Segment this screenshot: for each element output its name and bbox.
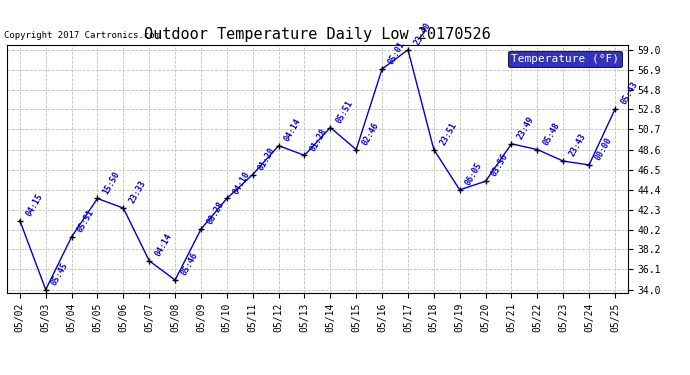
Text: 05:48: 05:48 (542, 121, 562, 147)
Text: 15:50: 15:50 (101, 170, 122, 196)
Text: 05:45: 05:45 (50, 261, 70, 287)
Text: 02:46: 02:46 (360, 121, 381, 147)
Text: 04:10: 04:10 (231, 170, 251, 196)
Text: 05:43: 05:43 (619, 80, 640, 106)
Text: Copyright 2017 Cartronics.com: Copyright 2017 Cartronics.com (4, 32, 159, 40)
Text: 04:14: 04:14 (283, 117, 303, 143)
Text: 23:51: 23:51 (438, 121, 458, 147)
Text: 03:56: 03:56 (490, 152, 510, 178)
Text: 06:05: 06:05 (464, 161, 484, 187)
Text: 08:28: 08:28 (205, 200, 226, 226)
Text: 04:14: 04:14 (153, 232, 174, 258)
Text: 04:15: 04:15 (24, 192, 44, 218)
Title: Outdoor Temperature Daily Low 20170526: Outdoor Temperature Daily Low 20170526 (144, 27, 491, 42)
Text: 05:51: 05:51 (76, 208, 96, 234)
Legend: Temperature (°F): Temperature (°F) (508, 51, 622, 67)
Text: 23:43: 23:43 (567, 132, 588, 158)
Text: 05:01: 05:01 (386, 40, 406, 66)
Text: 01:28: 01:28 (308, 126, 329, 153)
Text: 23:49: 23:49 (515, 115, 536, 141)
Text: 00:00: 00:00 (593, 136, 613, 162)
Text: 05:51: 05:51 (335, 99, 355, 125)
Text: 05:46: 05:46 (179, 251, 199, 277)
Text: 23:40: 23:40 (412, 21, 433, 47)
Text: 23:33: 23:33 (128, 179, 148, 205)
Text: 01:20: 01:20 (257, 146, 277, 172)
